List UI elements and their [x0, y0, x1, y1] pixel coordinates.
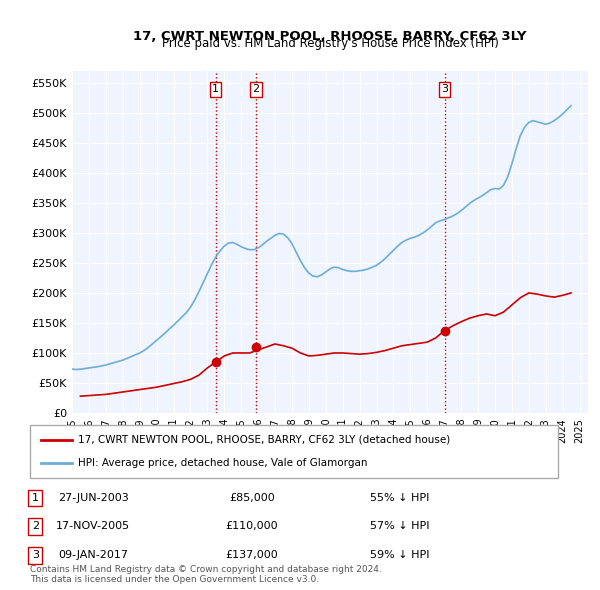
Text: HPI: Average price, detached house, Vale of Glamorgan: HPI: Average price, detached house, Vale…: [77, 458, 367, 468]
Title: 17, CWRT NEWTON POOL, RHOOSE, BARRY, CF62 3LY: 17, CWRT NEWTON POOL, RHOOSE, BARRY, CF6…: [133, 30, 527, 43]
Text: £137,000: £137,000: [226, 550, 278, 560]
Text: 27-JUN-2003: 27-JUN-2003: [58, 493, 129, 503]
Text: 59% ↓ HPI: 59% ↓ HPI: [370, 550, 430, 560]
Text: 2: 2: [32, 521, 39, 531]
Text: 1: 1: [212, 84, 219, 94]
FancyBboxPatch shape: [30, 425, 558, 478]
Text: 3: 3: [32, 550, 39, 560]
Text: 55% ↓ HPI: 55% ↓ HPI: [370, 493, 429, 503]
Text: 1: 1: [32, 493, 39, 503]
Text: 17, CWRT NEWTON POOL, RHOOSE, BARRY, CF62 3LY (detached house): 17, CWRT NEWTON POOL, RHOOSE, BARRY, CF6…: [77, 435, 450, 445]
Text: £110,000: £110,000: [226, 521, 278, 531]
Text: 3: 3: [441, 84, 448, 94]
Text: Contains HM Land Registry data © Crown copyright and database right 2024.
This d: Contains HM Land Registry data © Crown c…: [30, 565, 382, 584]
Text: £85,000: £85,000: [229, 493, 275, 503]
Text: 17-NOV-2005: 17-NOV-2005: [56, 521, 130, 531]
Text: 09-JAN-2017: 09-JAN-2017: [58, 550, 128, 560]
Text: Price paid vs. HM Land Registry's House Price Index (HPI): Price paid vs. HM Land Registry's House …: [161, 37, 499, 50]
Text: 57% ↓ HPI: 57% ↓ HPI: [370, 521, 430, 531]
Text: 2: 2: [253, 84, 260, 94]
